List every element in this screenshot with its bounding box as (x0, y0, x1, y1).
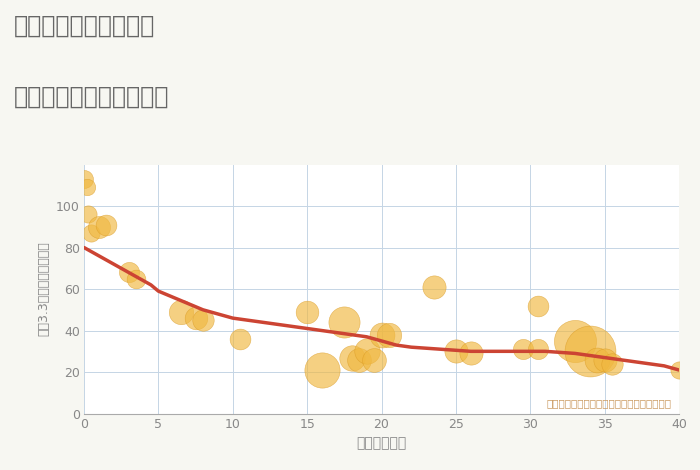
Point (86, 229, 97, 237)
Point (673, 366, 685, 374)
Point (428, 283, 439, 291)
Point (376, 331, 387, 338)
Point (532, 302, 543, 309)
Point (532, 345, 543, 353)
Text: 大阪府羽曳野市栄町の: 大阪府羽曳野市栄町の (14, 14, 155, 38)
Point (368, 356, 379, 363)
X-axis label: 築年数（年）: 築年数（年） (356, 436, 407, 450)
Point (190, 314, 201, 322)
Point (316, 366, 328, 374)
Point (123, 269, 134, 276)
Point (592, 356, 603, 363)
Point (354, 356, 365, 363)
Point (81, 184, 92, 191)
Point (361, 348, 372, 355)
Point (93, 223, 104, 231)
Y-axis label: 坪（3.3㎡）単価（万円）: 坪（3.3㎡）単価（万円） (37, 242, 50, 337)
Point (130, 275, 141, 282)
Point (339, 319, 350, 326)
Point (234, 335, 246, 343)
Point (465, 350, 476, 357)
Point (175, 308, 186, 316)
Point (450, 348, 461, 355)
Text: 円の大きさは、取引のあった物件面積を示す: 円の大きさは、取引のあった物件面積を示す (547, 399, 671, 408)
Point (101, 221, 112, 228)
Point (346, 354, 357, 361)
Point (569, 337, 580, 345)
Point (599, 356, 610, 363)
Point (517, 345, 528, 353)
Point (78, 175, 90, 183)
Text: 築年数別中古戸建て価格: 築年数別中古戸建て価格 (14, 85, 169, 109)
Point (302, 308, 313, 316)
Point (83, 211, 94, 218)
Point (197, 316, 209, 324)
Point (584, 348, 595, 355)
Point (606, 360, 617, 368)
Point (384, 331, 395, 338)
